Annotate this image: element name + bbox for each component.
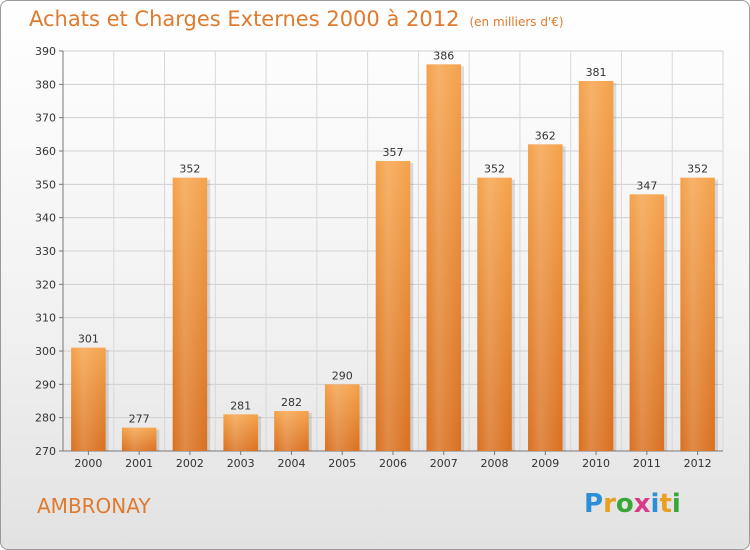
y-tick-label: 320 [35,278,56,291]
chart-title: Achats et Charges Externes 2000 à 2012 (e… [29,7,564,31]
bar-highlight [629,194,665,452]
y-tick-label: 370 [35,112,56,125]
bar-highlight [477,177,512,451]
y-tick-label: 300 [35,345,56,358]
y-tick-label: 290 [35,378,56,391]
y-tick-label: 330 [35,245,56,258]
value-label-2011: 347 [636,179,657,192]
value-label-2003: 281 [230,399,251,412]
value-labels: 301 277 352 281 282 290 357 386 352 362 381 347 352 [78,49,708,425]
y-tick-label: 280 [35,412,56,425]
bar-highlight [324,384,360,451]
x-tick-label-2008: 2008 [481,457,509,470]
y-tick-label: 380 [35,78,56,91]
value-label-2002: 352 [179,163,200,176]
x-tick-label-2003: 2003 [227,457,255,470]
x-tick-label-2012: 2012 [684,457,712,470]
chart-subtitle: (en milliers d'€) [469,15,564,29]
value-label-2004: 282 [281,396,302,409]
x-tick-label-2011: 2011 [633,457,661,470]
chart-title-text: Achats et Charges Externes 2000 à 2012 [29,7,460,31]
bar-highlight [223,414,258,451]
value-label-2010: 381 [586,66,607,79]
value-label-2005: 290 [332,369,353,382]
bar-highlight [426,64,462,452]
x-tick-label-2005: 2005 [328,457,356,470]
logo-letter: P [584,489,604,519]
logo-letter: t [659,489,672,519]
x-tick-label-2010: 2010 [582,457,610,470]
value-label-2000: 301 [78,333,99,346]
bars [71,64,718,452]
x-tick-label-2002: 2002 [176,457,204,470]
bar-highlight [528,144,563,452]
y-tick-label: 350 [35,178,56,191]
logo-letter: r [603,489,616,519]
x-tick-label-2000: 2000 [74,457,102,470]
y-tick-label: 360 [35,145,56,158]
proxiti-logo[interactable]: Proxiti [584,489,681,519]
y-tick-label: 390 [35,45,56,58]
value-label-2009: 362 [535,129,556,142]
bar-highlight [680,177,715,451]
x-tick-label-2006: 2006 [379,457,407,470]
y-tick-label: 310 [35,312,56,325]
y-tick-label: 340 [35,212,56,225]
bar-highlight [578,81,614,451]
y-tick-label: 270 [35,445,56,458]
bar-highlight [121,427,157,451]
value-label-2006: 357 [383,146,404,159]
logo-letter: i [671,489,681,519]
logo-letter: x [633,489,651,519]
x-tick-label-2009: 2009 [531,457,559,470]
bar-highlight [172,177,208,451]
x-tick-label-2004: 2004 [277,457,305,470]
x-tick-label-2001: 2001 [125,457,153,470]
city-name: AMBRONAY [37,494,151,518]
bar-highlight [375,161,411,451]
bar-highlight [71,347,106,451]
value-label-2001: 277 [129,413,150,426]
logo-letter: i [650,489,660,519]
value-label-2007: 386 [433,49,454,62]
bar-highlight [274,411,309,451]
x-tick-label-2007: 2007 [430,457,458,470]
value-label-2012: 352 [687,163,708,176]
logo-letter: o [615,489,634,519]
value-label-2008: 352 [484,163,505,176]
